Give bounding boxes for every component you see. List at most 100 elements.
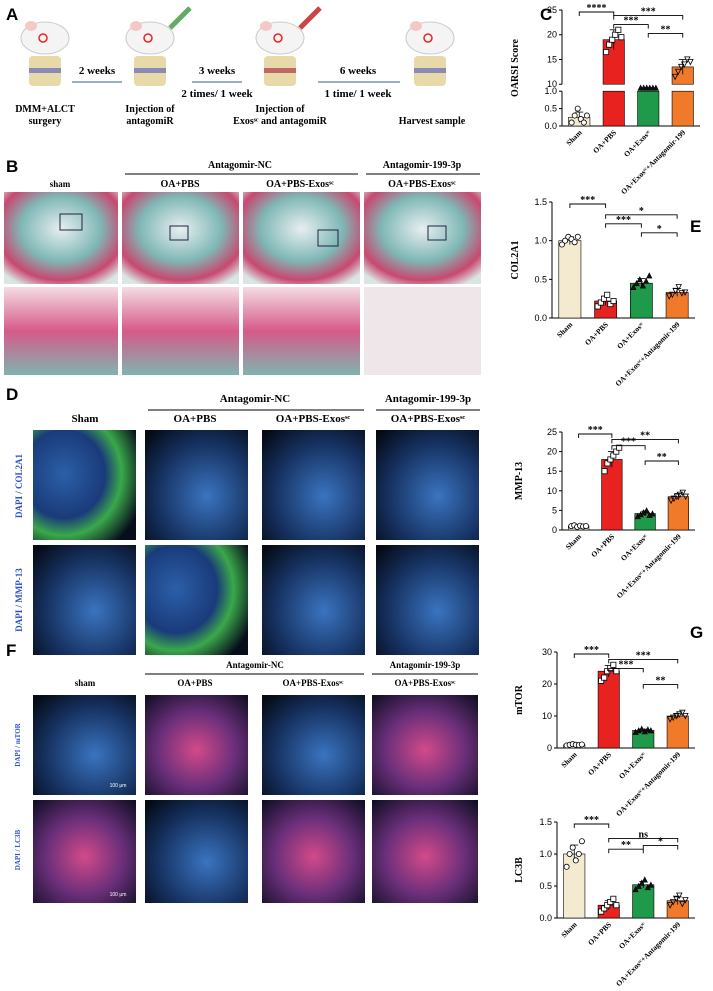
bar-chart: 0 5 10 15 20 25 MMP-13 Sham OA+PBS OA+ExosˢᶜOA+Ex… [514, 425, 695, 600]
group-header: Antagomir-NC [220, 393, 291, 405]
significance-label: *** [584, 645, 599, 656]
significance-bracket [608, 848, 644, 854]
data-point [652, 84, 659, 91]
y-tick-label: 0.0 [539, 913, 552, 923]
data-point [603, 49, 610, 56]
significance-bracket [613, 24, 649, 29]
column-header: OA+PBS-Exosˢᶜ [276, 413, 351, 425]
y-tick-label: 10 [547, 486, 557, 496]
data-point [677, 63, 685, 71]
fluorescence-images [33, 430, 479, 655]
bar [563, 853, 586, 919]
y-tick-label: 0.5 [544, 104, 557, 114]
data-point [562, 237, 569, 244]
data-point [635, 882, 642, 889]
y-axis-label: mTOR [514, 684, 525, 715]
significance-bracket [605, 223, 642, 228]
data-point [582, 523, 589, 530]
significance-bracket [644, 460, 679, 465]
data-point [665, 293, 673, 300]
x-tick-label: OA+Exosˢᶜ+Antagomir-199 [619, 128, 687, 196]
significance-label: *** [584, 815, 599, 826]
significance-label: * [657, 224, 662, 235]
data-point [598, 908, 605, 915]
x-tick-label: OA+Exosˢᶜ+Antagomir-199 [613, 320, 681, 388]
data-point [612, 31, 619, 38]
data-point [682, 713, 689, 720]
x-tick-label: OA+PBS [586, 750, 613, 777]
x-tick-label: OA+Exosˢᶜ [617, 750, 648, 781]
significance-label: ** [661, 25, 671, 36]
y-tick-label: 1.0 [534, 236, 547, 246]
bar-chart: 0.0 0.5 1.0 1.5 COL2A1 Sham OA+PBS OA+ExosˢᶜOA+… [510, 195, 695, 388]
data-point [643, 277, 650, 284]
data-point [578, 741, 585, 748]
y-axis-label: MMP-13 [514, 462, 525, 500]
column-header: OA+PBS-Exosˢᶜ [388, 179, 456, 190]
bar [667, 496, 689, 531]
data-point [606, 41, 613, 48]
panel-letter: B [6, 157, 18, 176]
step: Injection of [125, 104, 175, 115]
y-axis-label: LC3B [514, 857, 525, 883]
scale-bar: 100 μm [110, 783, 127, 789]
data-point [641, 876, 648, 883]
data-point [574, 105, 581, 112]
significance-label: * [639, 206, 644, 217]
y-tick-label: 10 [547, 79, 557, 89]
interval-frequency: 1 time/ 1 week [325, 88, 393, 100]
column-header: OA+PBS [177, 678, 212, 688]
x-tick-label: Sham [555, 320, 575, 340]
data-point [679, 900, 686, 908]
y-tick-label: 0.0 [534, 313, 547, 323]
data-point [610, 661, 617, 668]
significance-label: *** [580, 195, 595, 206]
panel-letter: C [540, 5, 552, 24]
column-header: OA+PBS-Exosˢᶜ [283, 678, 345, 688]
data-point [604, 668, 611, 675]
x-tick-label: OA+Exosˢᶜ+Antagomir-199 [614, 920, 682, 988]
y-tick-label: 0.0 [544, 121, 557, 131]
x-tick-label: OA+Exosˢᶜ+Antagomir-199 [614, 750, 682, 818]
data-point [666, 902, 674, 909]
significance-bracket [578, 433, 613, 438]
rats [20, 6, 455, 86]
step: Injection of [255, 104, 305, 115]
interval-frequency: 2 times/ 1 week [181, 88, 253, 100]
x-tick-label: OA+PBS [586, 920, 613, 947]
data-point [671, 73, 679, 81]
significance-label: *** [616, 215, 631, 226]
x-tick-label: Sham [564, 532, 584, 552]
column-header: Sham [72, 413, 99, 425]
y-tick-label: 25 [547, 427, 557, 437]
y-tick-label: 30 [542, 647, 552, 657]
significance-label: ** [621, 840, 631, 851]
data-point [682, 897, 689, 904]
x-tick-label: Sham [564, 128, 584, 148]
y-tick-label: 1.0 [544, 86, 557, 96]
significance-bracket [613, 15, 684, 20]
data-point [676, 892, 683, 900]
data-point [674, 68, 682, 76]
y-tick-label: 20 [542, 679, 552, 689]
data-point [610, 895, 617, 902]
y-tick-label: 15 [547, 54, 557, 64]
data-point [673, 493, 681, 501]
column-header: sham [75, 678, 96, 688]
x-tick-label: Sham [559, 750, 579, 770]
column-header: OA+PBS-Exosˢᶜ [391, 413, 466, 425]
data-point [594, 303, 601, 310]
data-point [632, 885, 639, 893]
data-point [618, 34, 625, 41]
step: DMM+ALCT [15, 104, 75, 115]
data-point [681, 289, 689, 296]
data-point [580, 119, 587, 126]
significance-label: *** [641, 7, 656, 18]
data-point [571, 112, 578, 119]
y-tick-label: 25 [547, 5, 557, 15]
x-tick-label: OA+PBS [591, 128, 618, 155]
significance-label: *** [588, 425, 603, 436]
x-tick-label: OA+PBS [589, 532, 616, 559]
step: antagomiR [126, 116, 174, 127]
